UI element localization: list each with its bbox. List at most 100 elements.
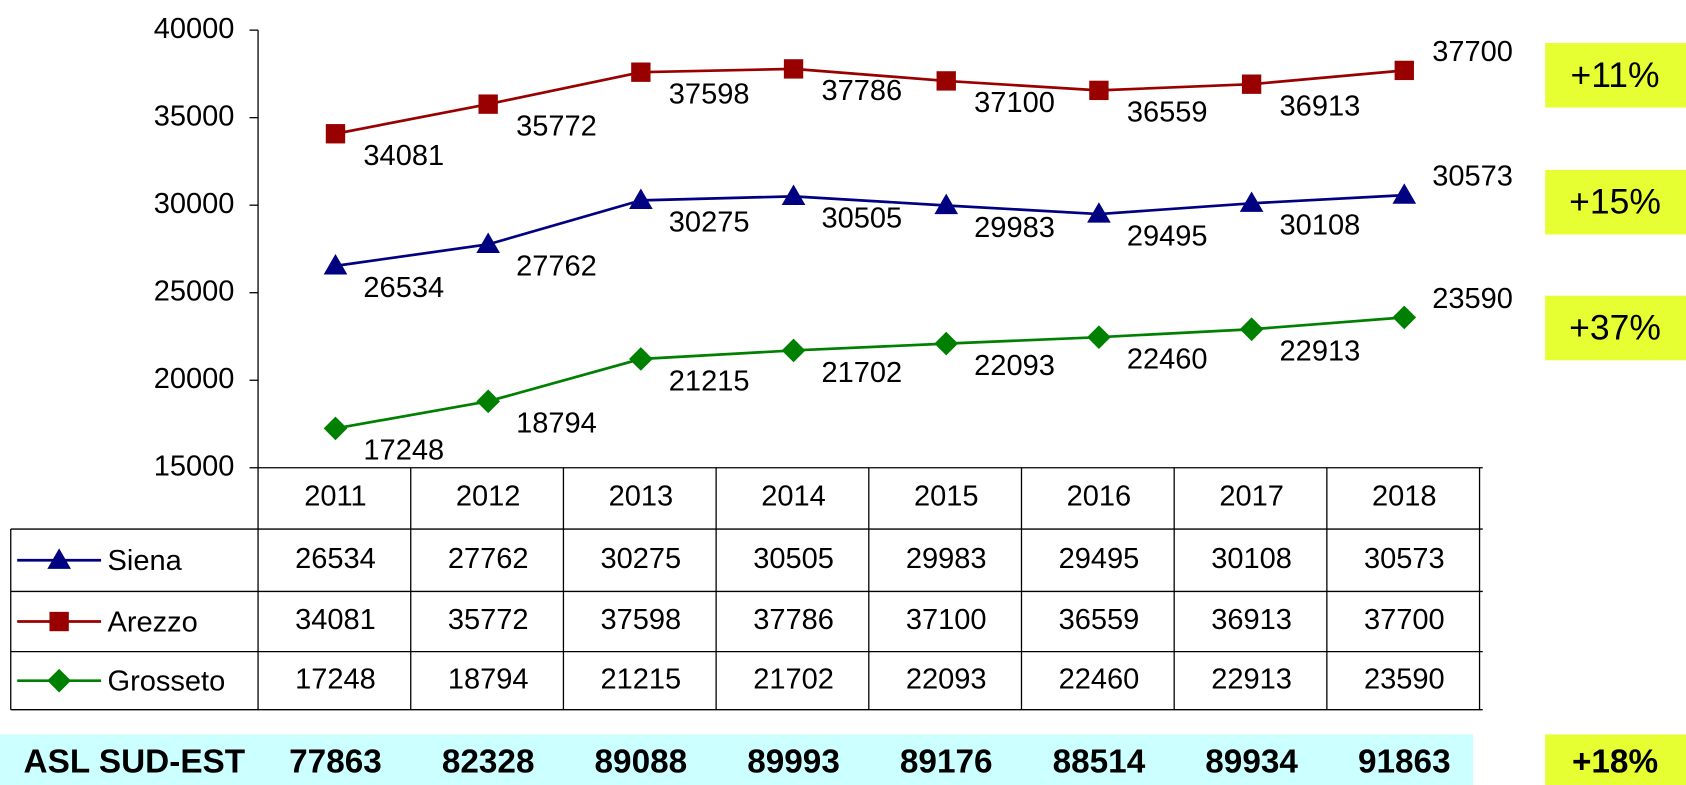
marker <box>49 611 69 632</box>
data-label: 18794 <box>516 408 597 440</box>
marker <box>1087 202 1111 223</box>
growth-label: +11% <box>1570 55 1659 95</box>
table-cell: 17248 <box>295 663 376 695</box>
marker <box>781 338 806 363</box>
marker <box>1239 191 1264 212</box>
x-tick-label: 2011 <box>304 481 366 513</box>
total-value: 77863 <box>289 743 382 780</box>
table-cell: 37700 <box>1364 604 1445 636</box>
data-label: 30505 <box>821 203 902 235</box>
marker <box>323 254 348 275</box>
marker <box>781 184 806 205</box>
marker <box>1239 317 1264 342</box>
marker <box>1241 74 1262 94</box>
total-name: ASL SUD-EST <box>24 743 246 780</box>
data-label: 23590 <box>1432 283 1513 315</box>
marker <box>936 71 956 91</box>
y-tick-label: 20000 <box>154 363 235 395</box>
marker <box>629 188 653 209</box>
series-line <box>335 316 1405 430</box>
marker <box>934 193 959 215</box>
x-tick-label: 2013 <box>609 481 674 513</box>
series-line <box>335 193 1405 268</box>
data-label: 22093 <box>974 350 1055 382</box>
data-label: 30275 <box>669 207 750 239</box>
data-label: 30108 <box>1280 210 1361 242</box>
data-label: 22913 <box>1280 336 1361 368</box>
total-value: 89088 <box>595 743 688 780</box>
marker <box>47 548 71 569</box>
data-label: 30573 <box>1432 161 1513 193</box>
table-cell: 27762 <box>448 543 529 575</box>
marker <box>1089 80 1109 101</box>
data-label: 26534 <box>363 272 444 304</box>
table-cell: 37786 <box>753 604 834 636</box>
table-cell: 30108 <box>1211 543 1292 575</box>
total-value: 89993 <box>747 743 840 780</box>
growth-box <box>1545 734 1686 785</box>
table-cell: 30275 <box>601 543 682 575</box>
y-tick-label: 25000 <box>154 275 235 307</box>
marker <box>478 94 498 114</box>
x-tick-label: 2015 <box>914 481 979 513</box>
y-tick-label: 30000 <box>154 188 235 220</box>
total-value: 89176 <box>900 743 993 780</box>
total-growth: +18% <box>1572 743 1658 780</box>
table-cell: 26534 <box>295 543 376 575</box>
data-label: 37786 <box>821 75 902 107</box>
data-label: 34081 <box>363 140 444 172</box>
growth-box <box>1545 169 1686 235</box>
legend-label: Arezzo <box>108 606 198 638</box>
total-value: 91863 <box>1358 743 1451 780</box>
table-cell: 35772 <box>448 604 529 636</box>
total-value: 89934 <box>1205 743 1298 780</box>
marker <box>1394 60 1414 81</box>
growth-box <box>1545 295 1686 361</box>
table-cell: 23590 <box>1364 663 1445 695</box>
legend-label: Siena <box>108 545 183 577</box>
marker <box>1392 183 1417 204</box>
data-label: 27762 <box>516 251 597 283</box>
data-label: 37100 <box>974 87 1055 119</box>
x-tick-label: 2018 <box>1372 481 1437 513</box>
table-cell: 36559 <box>1059 604 1140 636</box>
legend-label: Grosseto <box>108 665 226 697</box>
total-band <box>0 734 1474 785</box>
table-cell: 34081 <box>295 604 376 636</box>
total-value: 82328 <box>442 743 535 780</box>
marker <box>323 416 348 441</box>
marker <box>934 331 959 356</box>
data-label: 21215 <box>669 365 750 397</box>
table-cell: 37598 <box>601 604 682 636</box>
series-line <box>335 67 1405 136</box>
table-cell: 21702 <box>753 663 834 695</box>
marker <box>629 347 653 371</box>
data-label: 21702 <box>821 357 902 389</box>
marker <box>631 62 651 82</box>
data-label: 29495 <box>1127 220 1208 252</box>
growth-box <box>1545 43 1686 108</box>
x-tick-label: 2012 <box>456 481 521 513</box>
table-cell: 21215 <box>601 663 682 695</box>
table-cell: 30573 <box>1364 543 1445 575</box>
data-label: 36913 <box>1280 91 1361 123</box>
table-cell: 36913 <box>1211 604 1292 636</box>
marker <box>476 389 500 414</box>
table-cell: 29983 <box>906 543 987 575</box>
y-tick-label: 40000 <box>154 13 235 45</box>
table-cell: 18794 <box>448 663 529 695</box>
marker <box>1392 305 1417 330</box>
x-tick-label: 2014 <box>761 481 826 513</box>
table-cell: 22460 <box>1059 663 1140 695</box>
growth-label: +15% <box>1569 182 1661 222</box>
data-label: 37598 <box>669 79 750 111</box>
x-tick-label: 2016 <box>1067 481 1132 513</box>
table-cell: 22913 <box>1211 663 1292 695</box>
data-label: 17248 <box>363 435 444 467</box>
data-label: 37700 <box>1432 36 1513 68</box>
table-cell: 22093 <box>906 663 987 695</box>
data-label: 22460 <box>1127 344 1208 376</box>
marker <box>47 668 71 693</box>
